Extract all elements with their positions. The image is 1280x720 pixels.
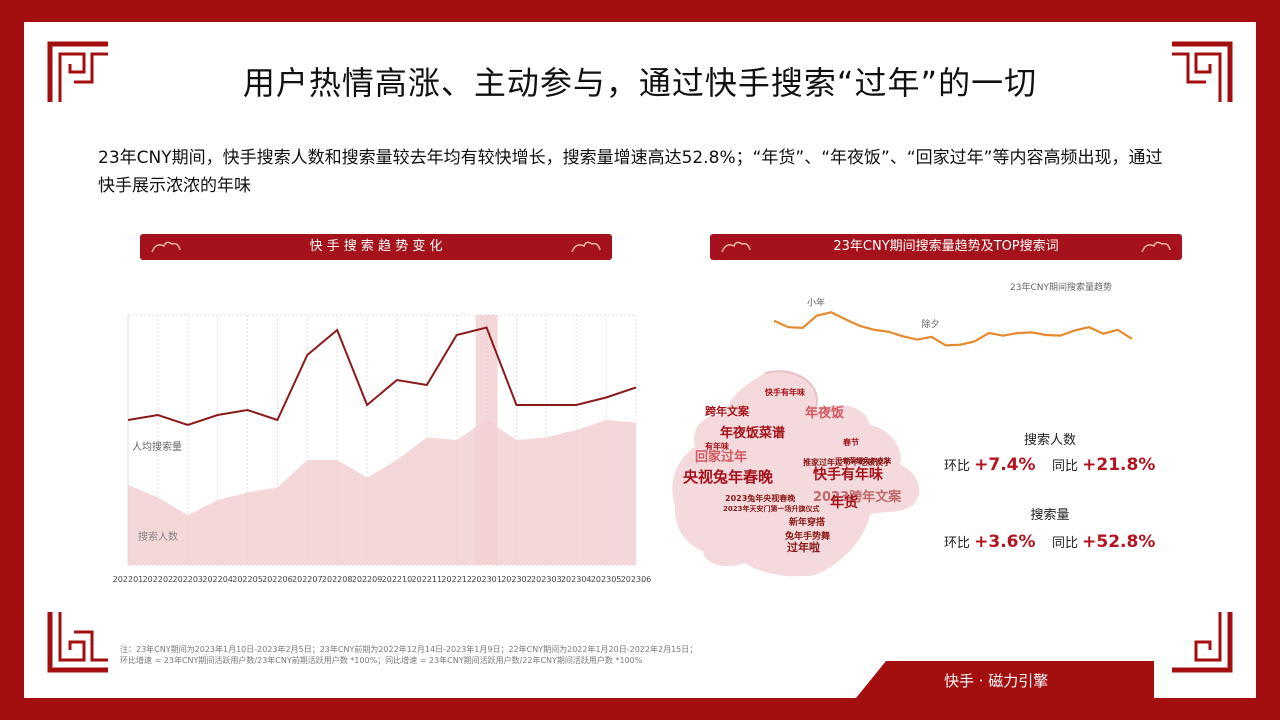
wordcloud-word: 快手有年味 [765, 387, 805, 397]
footnote-line-1: 注：23年CNY期间为2023年1月10日-2023年2月5日；23年CNY前期… [120, 645, 698, 654]
wordcloud-word: 王者荣耀兔年皮肤 [835, 456, 892, 465]
users-stat-label: 搜索人数 [1023, 433, 1076, 448]
x-tick-label: 202210 [382, 575, 413, 584]
users-mom-value: +7.4% [974, 455, 1036, 475]
x-tick-label: 202203 [172, 575, 203, 584]
trend-chart-title: 23年CNY期间搜索量趋势 [1010, 281, 1112, 293]
right-chart-banner: 23年CNY期间搜索量趋势及TOP搜索词 [710, 234, 1182, 260]
x-tick-label: 202206 [262, 575, 293, 584]
x-tick-label: 202209 [352, 575, 383, 584]
left-chart-banner: 快 手 搜 索 趋 势 变 化 [140, 234, 612, 260]
right-banner-title: 23年CNY期间搜索量趋势及TOP搜索词 [833, 239, 1059, 254]
x-tick-label: 202204 [202, 575, 233, 584]
wordcloud-word: 兔年手势舞 [784, 530, 830, 542]
volume-stat-label: 搜索量 [1030, 508, 1070, 523]
wordcloud-word: 有年味 [705, 441, 729, 451]
x-tick-label: 202301 [471, 575, 502, 584]
wordcloud-word: 2023兔年央视春晚 [725, 493, 795, 503]
corner-ornament-top-left [47, 41, 108, 102]
trend-annotation: 小年 [807, 297, 825, 309]
corner-ornament-bottom-right [1172, 612, 1233, 673]
search-volume-line [773, 311, 1133, 347]
x-tick-label: 202201 [113, 575, 144, 584]
users-yoy-value: +21.8% [1082, 455, 1156, 475]
wordcloud-word: 央视兔年春晚 [683, 468, 773, 486]
x-tick-label: 202306 [621, 575, 652, 584]
x-tick-label: 202207 [292, 575, 323, 584]
brand-logo-text: 快手 · 磁力引擎 [944, 672, 1049, 690]
corner-ornament-top-right [1172, 41, 1233, 102]
page-title: 用户热情高涨、主动参与，通过快手搜索“过年”的一切 [242, 64, 1038, 102]
wordcloud-word: 2023跨年文案 [813, 489, 902, 505]
x-tick-label: 202305 [591, 575, 622, 584]
slide-frame [24, 22, 1256, 698]
volume-mom-stat: 环比 +3.6% [944, 532, 1036, 552]
wordcloud-word: 新年穿搭 [789, 516, 825, 528]
users-mom-stat: 环比 +7.4% [944, 455, 1036, 475]
wordcloud-word: 推家过年过节不吃顿饺子 [803, 457, 891, 467]
search-users-series-label: 搜索人数 [138, 530, 178, 543]
wordcloud-word: 2023年天安门第一场升旗仪式 [723, 504, 819, 513]
cloud-ornament-icon [1141, 241, 1171, 253]
users-yoy-stat: 同比 +21.8% [1052, 455, 1155, 475]
cloud-ornament-icon [571, 241, 601, 253]
volume-mom-value: +3.6% [974, 532, 1036, 552]
left-banner-title: 快 手 搜 索 趋 势 变 化 [309, 239, 443, 254]
wordcloud-word: 跨年文案 [705, 404, 750, 418]
x-tick-label: 202303 [531, 575, 562, 584]
volume-mom-label: 环比 [944, 536, 971, 551]
users-yoy-label: 同比 [1052, 459, 1079, 474]
wordcloud-word: 年夜饭 [805, 405, 844, 421]
x-tick-label: 202304 [561, 575, 592, 584]
x-tick-label: 202212 [441, 575, 472, 584]
footnote: 注：23年CNY期间为2023年1月10日-2023年2月5日；23年CNY前期… [120, 644, 697, 666]
wordcloud-word: 回家过年 [695, 449, 747, 465]
volume-yoy-value: +52.8% [1082, 532, 1156, 552]
brand-bar: 快手 · 磁力引擎 [856, 661, 1154, 698]
intro-text: 23年CNY期间，快手搜索人数和搜索量较去年均有较快增长，搜索量增速高达52.8… [98, 148, 1163, 196]
cloud-ornament-icon [151, 241, 181, 253]
brand-bar-slant [856, 661, 887, 698]
footnote-line-2: 环比增速 = 23年CNY期间活跃用户数/23年CNY前期活跃用户数 *100%… [120, 656, 643, 665]
cloud-ornament-icon [721, 241, 751, 253]
wordcloud-word: 春节 [843, 437, 859, 447]
avg-search-series-label: 人均搜索量 [132, 440, 182, 453]
wordcloud-word: 年夜饭菜谱 [720, 425, 785, 441]
x-tick-label: 202205 [232, 575, 263, 584]
avg-search-line [127, 326, 637, 427]
x-tick-label: 202211 [412, 575, 443, 584]
volume-yoy-label: 同比 [1052, 536, 1079, 551]
search-users-area [128, 420, 636, 565]
x-tick-label: 202208 [322, 575, 353, 584]
corner-ornament-bottom-left [47, 612, 108, 673]
wordcloud-word: 年货 [830, 494, 858, 511]
wordcloud-word: 过年啦 [787, 540, 820, 554]
wordcloud-word: 快手有年味 [813, 466, 883, 483]
x-tick-label: 202202 [143, 575, 174, 584]
x-tick-label: 202302 [501, 575, 532, 584]
trend-annotation: 除夕 [922, 318, 940, 330]
users-mom-label: 环比 [944, 459, 971, 474]
volume-yoy-stat: 同比 +52.8% [1052, 532, 1155, 552]
